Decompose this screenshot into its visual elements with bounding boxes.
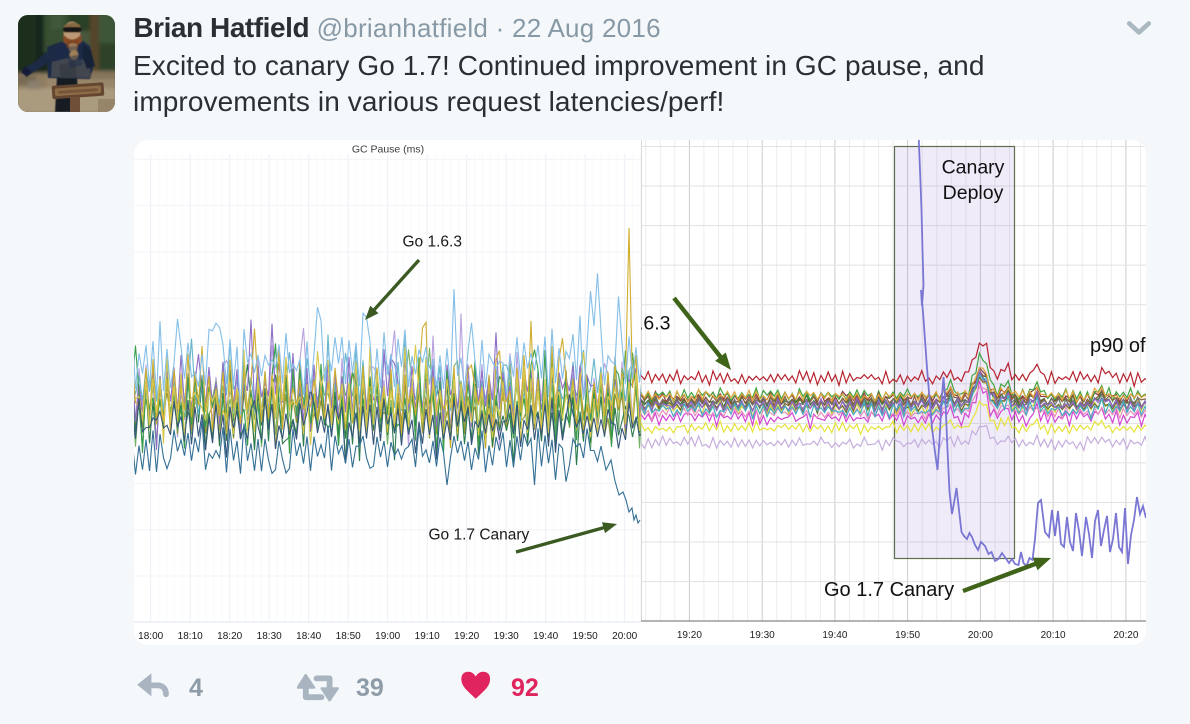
svg-text:18:40: 18:40 — [296, 631, 321, 642]
svg-text:18:20: 18:20 — [217, 631, 242, 642]
svg-text:19:50: 19:50 — [573, 631, 598, 642]
svg-text:.6.3: .6.3 — [641, 312, 671, 334]
svg-text:19:20: 19:20 — [454, 631, 479, 642]
svg-text:18:30: 18:30 — [257, 631, 282, 642]
svg-text:20:20: 20:20 — [1113, 630, 1138, 641]
svg-text:19:00: 19:00 — [375, 631, 400, 642]
svg-text:18:10: 18:10 — [178, 631, 203, 642]
svg-text:19:30: 19:30 — [750, 630, 775, 641]
svg-text:19:30: 19:30 — [494, 631, 519, 642]
svg-text:Go 1.6.3: Go 1.6.3 — [403, 233, 462, 250]
svg-text:18:50: 18:50 — [336, 631, 361, 642]
svg-text:19:10: 19:10 — [415, 631, 440, 642]
svg-text:19:50: 19:50 — [895, 630, 920, 641]
svg-text:p90 of: p90 of — [1090, 335, 1146, 357]
svg-text:GC Pause (ms): GC Pause (ms) — [352, 144, 424, 156]
svg-text:Canary: Canary — [942, 156, 1005, 178]
svg-text:20:10: 20:10 — [1041, 630, 1066, 641]
svg-text:Go 1.7 Canary: Go 1.7 Canary — [824, 579, 954, 601]
svg-text:19:40: 19:40 — [822, 630, 847, 641]
svg-text:Deploy: Deploy — [943, 182, 1004, 204]
svg-text:18:00: 18:00 — [138, 631, 163, 642]
svg-text:Go 1.7 Canary: Go 1.7 Canary — [429, 526, 530, 543]
svg-text:19:20: 19:20 — [677, 630, 702, 641]
svg-text:20:00: 20:00 — [968, 630, 993, 641]
svg-text:19:40: 19:40 — [533, 631, 558, 642]
svg-text:20:00: 20:00 — [612, 631, 637, 642]
